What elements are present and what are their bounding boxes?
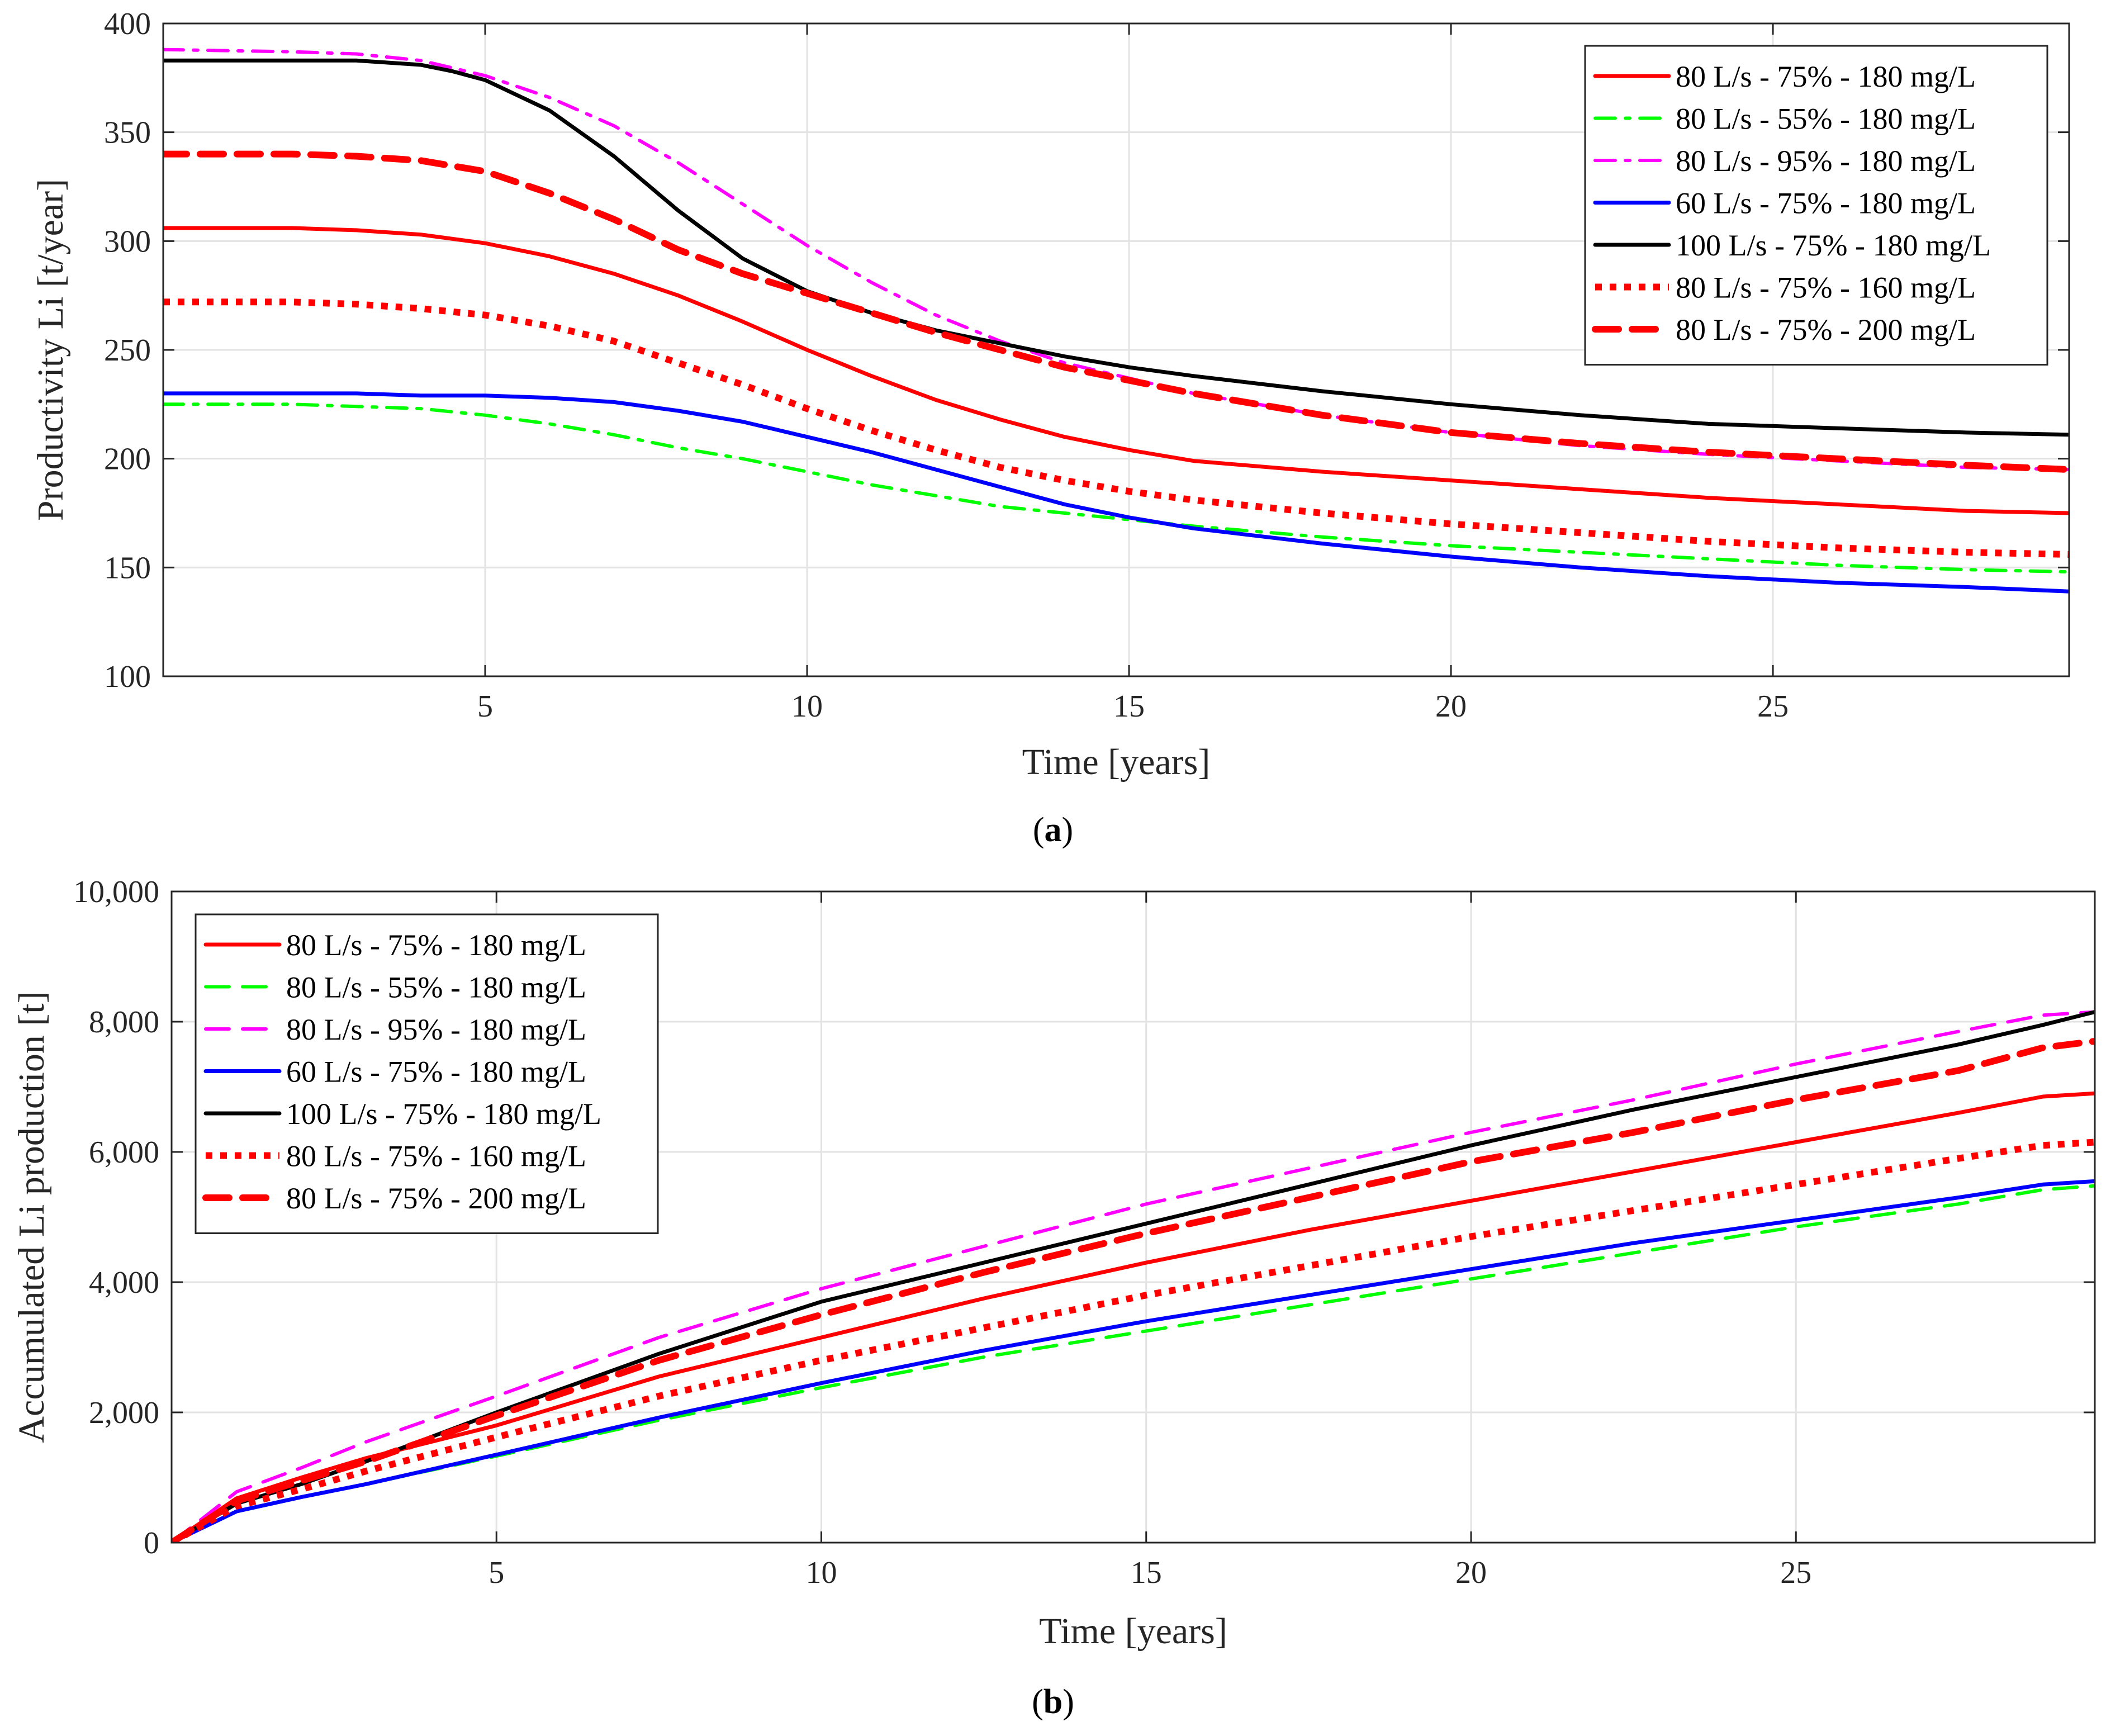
series-line-1 <box>172 1091 2095 1543</box>
legend-entry-7: 80 L/s - 75% - 200 mg/L <box>1676 313 1976 347</box>
y-axis-label: Productivity Li [t/year] <box>30 179 71 521</box>
legend-entry-4: 60 L/s - 75% - 180 mg/L <box>1676 187 1976 220</box>
legend-entry-6: 80 L/s - 75% - 160 mg/L <box>286 1140 586 1173</box>
legend: 80 L/s - 75% - 180 mg/L 80 L/s - 55% - 18… <box>195 913 659 1234</box>
panel-b-chart: 5 10 15 20 25 0 2,000 4,000 6,000 8,000 10,000 Time… <box>11 875 2096 1652</box>
series-group <box>172 1010 2095 1543</box>
x-tick-label: 20 <box>1435 689 1467 724</box>
legend-entry-1: 80 L/s - 75% - 180 mg/L <box>286 928 586 962</box>
x-tick-label: 15 <box>1131 1555 1162 1590</box>
legend-entry-5: 100 L/s - 75% - 180 mg/L <box>286 1097 601 1131</box>
legend-box <box>195 913 659 1234</box>
series-line-5 <box>163 58 2069 437</box>
x-tick-label: 25 <box>1780 1555 1811 1590</box>
y-tick-label: 200 <box>104 442 151 477</box>
x-axis-label: Time [years] <box>1022 742 1211 782</box>
series-line-7 <box>172 1037 2095 1543</box>
legend-entry-3: 80 L/s - 95% - 180 mg/L <box>286 1013 586 1046</box>
y-tick-label: 300 <box>104 224 151 259</box>
series-line-3 <box>172 1010 2095 1543</box>
x-tick-label: 15 <box>1113 689 1145 724</box>
y-tick-label: 0 <box>144 1526 159 1560</box>
legend: 80 L/s - 75% - 180 mg/L 80 L/s - 55% - 18… <box>1584 45 2048 366</box>
y-tick-label: 100 <box>104 660 151 694</box>
series-line-7 <box>163 150 2069 473</box>
series-group <box>163 48 2069 594</box>
panel-b-caption: (b) <box>1032 1683 1074 1721</box>
y-axis-label: Accumulated Li production [t] <box>11 991 52 1443</box>
y-tick-label: 6,000 <box>89 1135 159 1170</box>
y-tick-label: 350 <box>104 116 151 150</box>
series-line-6 <box>172 1139 2095 1543</box>
x-tick-label: 10 <box>791 689 823 724</box>
series-line-4 <box>163 391 2069 594</box>
x-tick-label: 25 <box>1757 689 1789 724</box>
x-tick-label: 5 <box>488 1555 504 1590</box>
legend-box <box>1584 45 2048 366</box>
y-tick-label: 8,000 <box>89 1005 159 1040</box>
panel-a-caption: (a) <box>1033 811 1073 849</box>
legend-entry-4: 60 L/s - 75% - 180 mg/L <box>286 1055 586 1089</box>
panel-a-chart: 5 10 15 20 25 100 150 200 250 300 350 400 Time [year… <box>30 7 2070 782</box>
series-line-2 <box>163 402 2069 574</box>
legend-entry-6: 80 L/s - 75% - 160 mg/L <box>1676 271 1976 305</box>
y-tick-label: 400 <box>104 7 151 41</box>
series-line-6 <box>163 298 2069 558</box>
y-tick-label: 10,000 <box>73 875 159 909</box>
series-line-5 <box>172 1010 2095 1543</box>
series-line-4 <box>172 1179 2095 1543</box>
x-tick-label: 5 <box>477 689 493 724</box>
legend-entry-2: 80 L/s - 55% - 180 mg/L <box>1676 102 1976 136</box>
y-tick-label: 150 <box>104 551 151 585</box>
legend-entry-3: 80 L/s - 95% - 180 mg/L <box>1676 144 1976 178</box>
y-tick-label: 250 <box>104 333 151 368</box>
axes-box <box>170 890 2096 1544</box>
series-line-1 <box>163 226 2069 515</box>
legend-entry-7: 80 L/s - 75% - 200 mg/L <box>286 1182 586 1215</box>
x-tick-label: 20 <box>1455 1555 1487 1590</box>
x-axis-label: Time [years] <box>1039 1611 1227 1652</box>
y-tick-label: 4,000 <box>89 1265 159 1300</box>
y-tick-label: 2,000 <box>89 1396 159 1430</box>
legend-entry-2: 80 L/s - 55% - 180 mg/L <box>286 971 586 1004</box>
x-tick-label: 10 <box>806 1555 837 1590</box>
legend-entry-1: 80 L/s - 75% - 180 mg/L <box>1676 60 1976 93</box>
legend-entry-5: 100 L/s - 75% - 180 mg/L <box>1676 229 1991 262</box>
